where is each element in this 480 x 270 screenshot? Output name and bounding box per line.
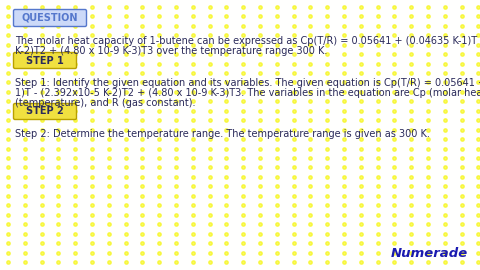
Text: Numerade: Numerade	[391, 247, 468, 260]
FancyBboxPatch shape	[13, 9, 86, 26]
Text: (temperature), and R (gas constant).: (temperature), and R (gas constant).	[15, 98, 195, 108]
FancyBboxPatch shape	[13, 52, 76, 69]
Text: 1)T - (2.392x10-5 K-2)T2 + (4.80 x 10-9 K-3)T3. The variables in the equation ar: 1)T - (2.392x10-5 K-2)T2 + (4.80 x 10-9 …	[15, 88, 480, 98]
Text: Step 2: Determine the temperature range. The temperature range is given as 300 K: Step 2: Determine the temperature range.…	[15, 129, 430, 139]
Text: QUESTION: QUESTION	[22, 13, 78, 23]
Text: The molar heat capacity of 1-butene can be expressed as Cp(T/R) = 0.05641 + (0.0: The molar heat capacity of 1-butene can …	[15, 36, 480, 46]
FancyBboxPatch shape	[13, 103, 76, 120]
Text: STEP 1: STEP 1	[26, 56, 64, 66]
Text: Step 1: Identify the given equation and its variables. The given equation is Cp(: Step 1: Identify the given equation and …	[15, 78, 480, 88]
Text: K-2)T2 + (4.80 x 10-9 K-3)T3 over the temperature range 300 K.: K-2)T2 + (4.80 x 10-9 K-3)T3 over the te…	[15, 46, 327, 56]
Text: STEP 2: STEP 2	[26, 106, 64, 116]
